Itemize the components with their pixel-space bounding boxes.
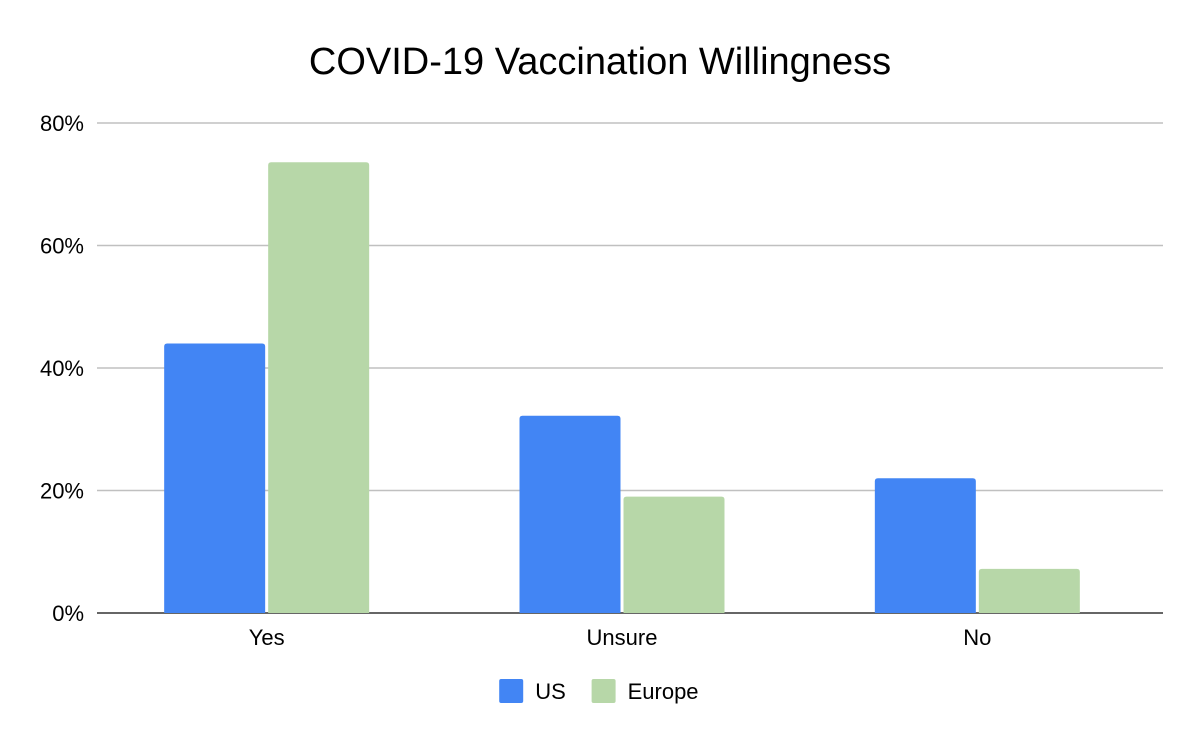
- bar-us-unsure: [519, 415, 621, 613]
- bars: [164, 162, 1080, 613]
- bar-us-no: [874, 478, 976, 613]
- y-tick-label: 0%: [52, 601, 84, 626]
- y-axis-ticks: 0% 20% 40% 60% 80%: [40, 111, 84, 626]
- y-tick-label: 20%: [40, 479, 84, 504]
- bar-europe-no: [978, 568, 1080, 613]
- bar-europe-unsure: [623, 496, 725, 613]
- legend-label-us: US: [535, 679, 566, 704]
- x-tick-label: Unsure: [587, 625, 658, 650]
- chart-title: COVID-19 Vaccination Willingness: [309, 41, 891, 83]
- legend-swatch-us: [499, 679, 524, 703]
- legend-label-europe: Europe: [628, 679, 699, 704]
- legend-swatch-europe: [591, 679, 616, 703]
- y-tick-label: 60%: [40, 234, 84, 259]
- x-tick-label: Yes: [249, 625, 285, 650]
- bar-us-yes: [164, 343, 266, 613]
- x-axis-ticks: Yes Unsure No: [249, 625, 992, 650]
- bar-europe-yes: [268, 162, 370, 613]
- legend: US Europe: [499, 679, 699, 704]
- y-tick-label: 80%: [40, 111, 84, 136]
- y-tick-label: 40%: [40, 356, 84, 381]
- x-tick-label: No: [963, 625, 991, 650]
